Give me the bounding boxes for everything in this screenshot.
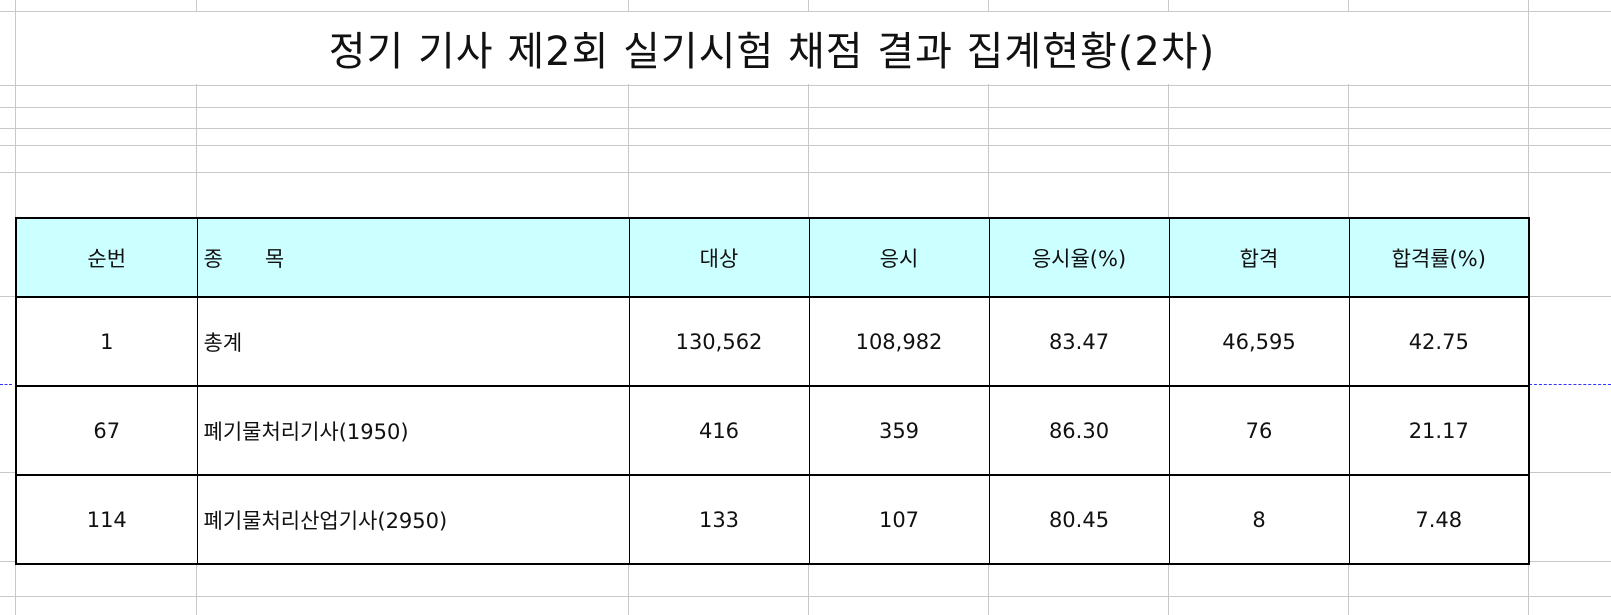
grid-line: [0, 107, 1611, 108]
column-header[interactable]: 응시율(%): [988, 217, 1170, 298]
cell[interactable]: 108,982: [808, 296, 990, 387]
column-header[interactable]: 응시: [808, 217, 990, 298]
sheet-title: 정기 기사 제2회 실기시험 채점 결과 집계현황(2차): [16, 12, 1528, 84]
cell[interactable]: 107: [808, 474, 990, 565]
cell[interactable]: 21.17: [1348, 385, 1530, 476]
cell[interactable]: 114: [15, 474, 198, 565]
page-break-line: [0, 384, 12, 385]
column-header[interactable]: 순번: [15, 217, 198, 298]
cell[interactable]: 133: [628, 474, 810, 565]
cell[interactable]: 폐기물처리기사(1950): [196, 385, 630, 476]
column-header[interactable]: 종 목: [196, 217, 630, 298]
column-header[interactable]: 대상: [628, 217, 810, 298]
cell[interactable]: 83.47: [988, 296, 1170, 387]
cell[interactable]: 416: [628, 385, 810, 476]
cell[interactable]: 130,562: [628, 296, 810, 387]
cell[interactable]: 폐기물처리산업기사(2950): [196, 474, 630, 565]
column-header[interactable]: 합격: [1168, 217, 1350, 298]
table-row: 67 폐기물처리기사(1950) 416 359 86.30 76 21.17: [15, 385, 1530, 476]
results-table: 순번 종 목 대상 응시 응시율(%) 합격 합격률(%) 1 총계 130,5…: [15, 217, 1530, 565]
cell[interactable]: 67: [15, 385, 198, 476]
cell[interactable]: 359: [808, 385, 990, 476]
grid-line: [0, 85, 1611, 86]
cell[interactable]: 86.30: [988, 385, 1170, 476]
page-break-line: [1529, 384, 1611, 385]
grid-line: [0, 145, 1611, 146]
cell[interactable]: 1: [15, 296, 198, 387]
table-row: 1 총계 130,562 108,982 83.47 46,595 42.75: [15, 296, 1530, 387]
cell[interactable]: 7.48: [1348, 474, 1530, 565]
cell[interactable]: 총계: [196, 296, 630, 387]
cell[interactable]: 42.75: [1348, 296, 1530, 387]
grid-line: [0, 11, 1611, 12]
grid-line: [0, 596, 1611, 597]
grid-line: [0, 172, 1611, 173]
cell[interactable]: 8: [1168, 474, 1350, 565]
cell[interactable]: 46,595: [1168, 296, 1350, 387]
cell[interactable]: 76: [1168, 385, 1350, 476]
column-header[interactable]: 합격률(%): [1348, 217, 1530, 298]
table-header-row: 순번 종 목 대상 응시 응시율(%) 합격 합격률(%): [15, 217, 1530, 298]
grid-line: [0, 128, 1611, 129]
cell[interactable]: 80.45: [988, 474, 1170, 565]
table-row: 114 폐기물처리산업기사(2950) 133 107 80.45 8 7.48: [15, 474, 1530, 565]
